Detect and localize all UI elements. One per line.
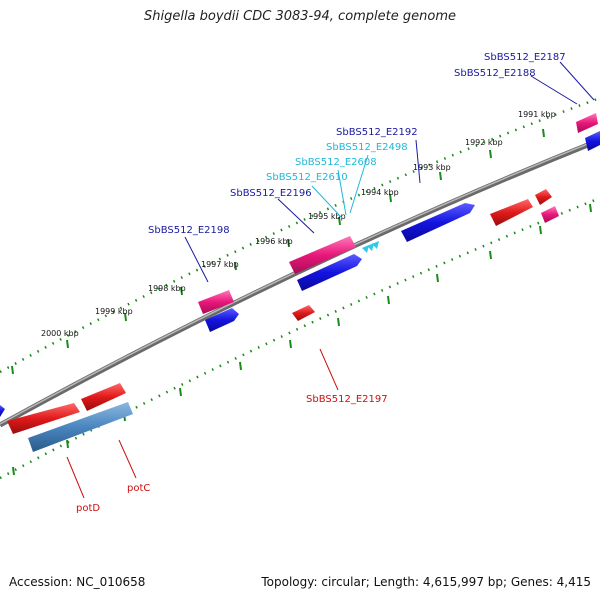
gene-label[interactable]: SbBS512_E2192: [336, 127, 418, 138]
gene-label[interactable]: SbBS512_E2197: [306, 394, 388, 405]
kbp-tick-label: 1993 kbp: [413, 163, 451, 172]
gene-feature[interactable]: [297, 254, 362, 291]
topology-label: Topology: circular; Length: 4,615,997 bp…: [261, 575, 591, 589]
kbp-tick-label: 1995 kbp: [308, 212, 346, 221]
kbp-tick-label: 1991 kbp: [518, 110, 556, 119]
kbp-labels: 1991 kbp 1992 kbp 1993 kbp 1994 kbp 1995 kbp…: [41, 110, 556, 338]
gene-feature[interactable]: [490, 199, 533, 226]
gene-label[interactable]: SbBS512_E2196: [230, 188, 312, 199]
rna-feature[interactable]: [372, 241, 379, 249]
kbp-tick-label: 1994 kbp: [361, 188, 399, 197]
gene-label[interactable]: SbBS512_E2188: [454, 68, 536, 79]
kbp-tick-label: 2000 kbp: [41, 329, 79, 338]
gene-labels: SbBS512_E2187 SbBS512_E2188 SbBS512_E2192 S…: [76, 52, 566, 514]
gene-feature[interactable]: [0, 405, 5, 417]
gene-label[interactable]: potC: [127, 483, 150, 494]
gene-label[interactable]: potD: [76, 503, 100, 514]
outer-tick-track: [0, 96, 600, 374]
outer-major-ticks: [11, 128, 545, 375]
kbp-tick-label: 1998 kbp: [148, 284, 186, 293]
gene-feature[interactable]: [585, 131, 600, 151]
kbp-tick-label: 1992 kbp: [465, 138, 503, 147]
gene-label[interactable]: SbBS512_E2198: [148, 225, 230, 236]
gene-feature[interactable]: [81, 383, 126, 411]
kbp-tick-label: 1999 kbp: [95, 307, 133, 316]
kbp-tick-label: 1997 kbp: [201, 260, 239, 269]
gene-feature[interactable]: [28, 402, 133, 452]
inner-major-ticks: [12, 203, 592, 476]
gene-feature[interactable]: [198, 290, 234, 314]
gene-feature[interactable]: [541, 206, 559, 223]
kbp-tick-label: 1996 kbp: [255, 237, 293, 246]
gene-feature[interactable]: [401, 203, 475, 242]
gene-label[interactable]: SbBS512_E2608: [295, 157, 377, 168]
gene-feature[interactable]: [535, 189, 552, 205]
gene-label[interactable]: SbBS512_E2187: [484, 52, 566, 63]
accession-label: Accession: NC_010658: [9, 575, 146, 589]
gene-label[interactable]: SbBS512_E2610: [266, 172, 348, 183]
gene-feature[interactable]: [289, 236, 356, 274]
rna-feature[interactable]: [362, 245, 369, 253]
gene-feature[interactable]: [205, 308, 239, 332]
gene-features: [0, 113, 600, 452]
label-leader-lines: [66, 61, 595, 499]
gene-feature[interactable]: [292, 305, 315, 321]
inner-tick-track: [0, 196, 600, 480]
gene-feature[interactable]: [7, 403, 80, 434]
gene-feature[interactable]: [576, 113, 598, 133]
genome-title: Shigella boydii CDC 3083-94, complete ge…: [143, 9, 457, 24]
gene-label[interactable]: SbBS512_E2498: [326, 142, 408, 153]
rna-feature[interactable]: [367, 243, 374, 251]
